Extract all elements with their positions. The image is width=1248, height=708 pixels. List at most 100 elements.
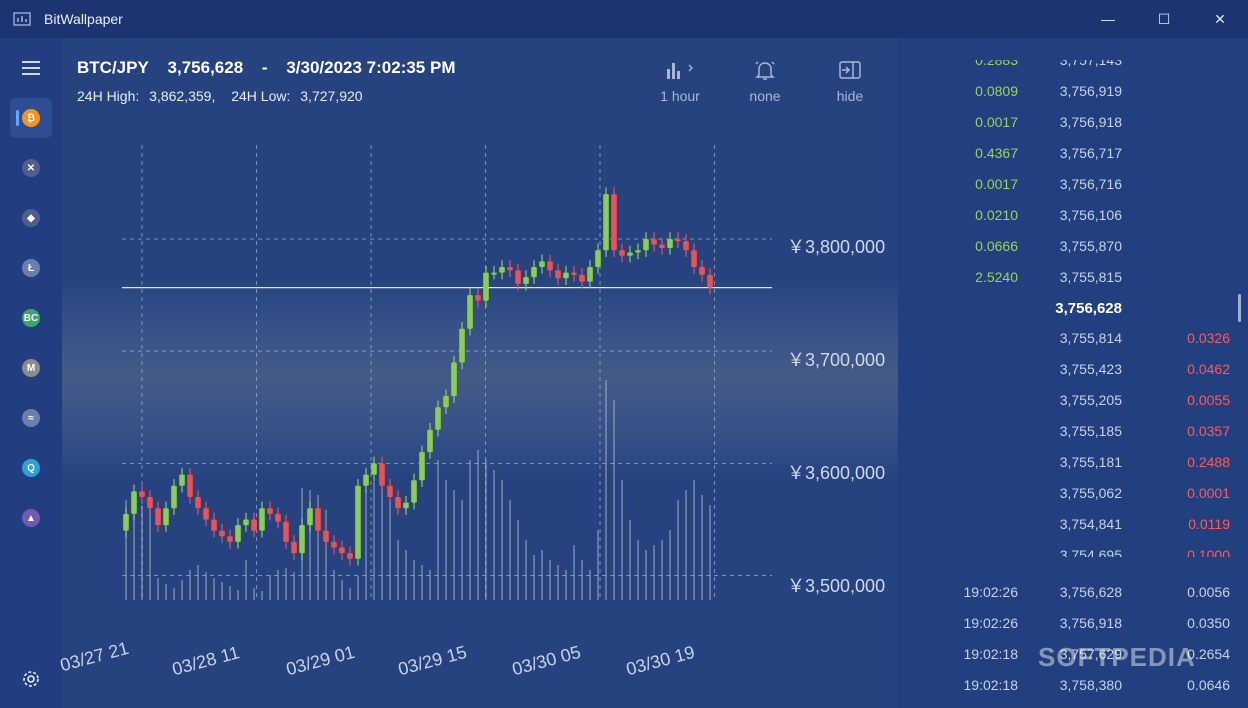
order-book-scrollbar[interactable]	[1238, 294, 1241, 322]
bid-price: 3,755,062	[1059, 485, 1122, 501]
candle-body	[331, 541, 337, 548]
candle-body	[691, 250, 697, 268]
candle-body	[323, 530, 329, 542]
candle-body	[355, 485, 361, 559]
trade-price: 3,756,628	[1059, 584, 1122, 600]
bitcoin-cash-icon: BC	[22, 309, 40, 327]
high-label: 24H High:	[77, 88, 140, 104]
sidebar-coin-litecoin[interactable]: Ł	[10, 248, 52, 288]
ask-price: 3,756,717	[1059, 145, 1122, 161]
candle-body	[563, 272, 569, 279]
background-haze	[62, 278, 898, 478]
litecoin-icon: Ł	[22, 259, 40, 277]
watermark: SOFTPEDIA	[1038, 642, 1196, 672]
interval-button[interactable]: 1 hour	[645, 58, 715, 104]
price-axis-label: ￥3,500,000	[787, 576, 886, 596]
candle-body	[699, 267, 705, 275]
sidebar-coin-bitcoin-cash[interactable]: BC	[10, 298, 52, 338]
candle-body	[395, 497, 401, 509]
candle-body	[659, 244, 665, 248]
ask-quantity: 0.2883	[975, 52, 1018, 68]
candle-body	[451, 362, 457, 397]
candle-body	[571, 272, 577, 275]
candle-body	[619, 250, 625, 256]
settings-gear-icon[interactable]	[20, 668, 42, 690]
sidebar-coin-qtum[interactable]: Q	[10, 448, 52, 488]
candle-body	[211, 519, 217, 531]
trade-time: 19:02:18	[963, 677, 1019, 693]
sidebar-coin-bitcoin[interactable]: ₿	[10, 98, 52, 138]
sidebar-coin-bat[interactable]: ▲	[10, 498, 52, 538]
candle-body	[483, 272, 489, 301]
candle-body	[235, 525, 241, 542]
candle-body	[507, 267, 513, 271]
candle-body	[147, 497, 153, 509]
candle-body	[427, 429, 433, 453]
trade-price: 3,758,380	[1059, 677, 1122, 693]
candle-body	[259, 508, 265, 531]
ask-row: 0.0809 3,756,919	[898, 83, 1248, 103]
candle-body	[283, 521, 289, 542]
ask-row: 0.0666 3,755,870	[898, 238, 1248, 258]
bid-quantity: 0.0357	[1187, 423, 1230, 439]
bid-row: 3,755,814 0.0326	[898, 330, 1248, 350]
bid-quantity: 0.0001	[1187, 485, 1230, 501]
ask-quantity: 0.0809	[975, 83, 1018, 99]
bid-row: 3,755,205 0.0055	[898, 392, 1248, 412]
hide-button[interactable]: hide	[815, 58, 885, 104]
bid-quantity: 0.0119	[1188, 516, 1230, 532]
candle-body	[171, 485, 177, 509]
sidebar-coin-stellar[interactable]: ≈	[10, 398, 52, 438]
candle-body	[635, 250, 641, 253]
monacoin-icon: M	[22, 359, 40, 377]
candle-body	[547, 261, 553, 271]
candle-body	[643, 238, 649, 251]
candle-body	[491, 272, 497, 275]
candle-body	[651, 238, 657, 245]
bell-icon	[755, 61, 775, 80]
candle-body	[275, 513, 281, 522]
bid-row: 3,755,181 0.2488	[898, 454, 1248, 474]
ethereum-icon: ◆	[22, 209, 40, 227]
candle-body	[595, 250, 601, 268]
price-axis-label: ￥3,600,000	[787, 463, 886, 483]
ask-row: 0.2883 3,757,143	[898, 52, 1248, 72]
active-indicator	[16, 110, 19, 126]
candle-body	[195, 497, 201, 509]
bid-quantity: 0.2488	[1187, 454, 1230, 470]
trade-quantity: 0.0646	[1187, 677, 1230, 693]
trade-time: 19:02:26	[963, 615, 1019, 631]
candle-body	[139, 491, 145, 498]
candlestick-chart[interactable]	[62, 38, 898, 708]
hamburger-menu-icon[interactable]	[16, 58, 46, 78]
maximize-button[interactable]: ☐	[1157, 10, 1171, 27]
ask-quantity: 0.0666	[975, 238, 1018, 254]
bid-quantity: 0.1000	[1187, 547, 1230, 557]
candle-body	[379, 463, 385, 486]
sidebar-coin-monacoin[interactable]: M	[10, 348, 52, 388]
candle-body	[435, 407, 441, 430]
candle-body	[123, 513, 129, 531]
candle-body	[291, 541, 297, 554]
candle-body	[459, 328, 465, 363]
bat-icon: ▲	[22, 509, 40, 527]
window-title: BitWallpaper	[44, 11, 123, 27]
sidebar-coin-ethereum[interactable]: ◆	[10, 198, 52, 238]
candle-body	[363, 474, 369, 486]
candle-body	[299, 525, 305, 554]
sidebar-coin-xrp[interactable]: ✕	[10, 148, 52, 188]
candle-body	[499, 267, 505, 273]
candle-body	[531, 267, 537, 278]
bid-quantity: 0.0462	[1187, 361, 1230, 377]
candle-body	[203, 508, 209, 520]
alert-button[interactable]: none	[730, 58, 800, 104]
close-button[interactable]: ✕	[1214, 10, 1226, 27]
ask-price: 3,755,870	[1059, 238, 1122, 254]
ask-row: 2.5240 3,755,815	[898, 269, 1248, 289]
daily-range: 24H High: 3,862,359, 24H Low: 3,727,920	[77, 88, 369, 104]
candle-body	[411, 480, 417, 503]
trade-price: 3,757,629	[1059, 646, 1122, 662]
candle-body	[579, 274, 585, 282]
title-bar: BitWallpaper — ☐ ✕	[0, 0, 1248, 38]
minimize-button[interactable]: —	[1101, 11, 1115, 27]
